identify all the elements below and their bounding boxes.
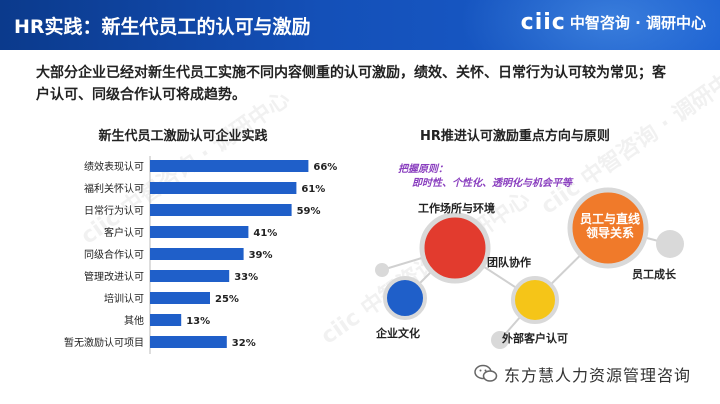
grey-dot-right	[656, 230, 684, 258]
category-label: 福利关怀认可	[84, 182, 144, 195]
value-label: 39%	[249, 250, 273, 261]
intro-text: 大部分企业已经对新生代员工实施不同内容侧重的认可激励，绩效、关怀、日常行为认可较…	[36, 65, 666, 103]
growth-label: 员工成长	[632, 268, 676, 281]
footer-text: 东方慧人力资源管理咨询	[504, 366, 692, 385]
external-label: 外部客户认可	[502, 332, 568, 345]
team-label: 团队协作	[487, 256, 531, 269]
value-label: 33%	[234, 272, 258, 283]
category-label: 培训认可	[104, 292, 144, 305]
bar	[150, 336, 227, 348]
category-label: 其他	[124, 314, 144, 327]
chart-title: 新生代员工激励认可企业实践	[98, 129, 268, 144]
grey-dot-small-left	[375, 263, 389, 277]
header-glow	[460, 0, 720, 50]
value-label: 32%	[232, 338, 256, 349]
bar	[150, 160, 309, 172]
page-title: HR实践：新生代员工的认可与激励	[14, 16, 311, 38]
bar	[150, 270, 230, 282]
principle-text: 即时性、个性化、透明化与机会平等	[412, 178, 572, 189]
external-bubble	[511, 276, 559, 324]
category-label: 暂无激励认可项目	[64, 336, 144, 349]
category-label: 绩效表现认可	[84, 160, 144, 173]
leader-bubble	[567, 187, 649, 269]
ciic-logo: ciic 中智咨询 · 调研中心	[521, 10, 706, 35]
bar	[150, 314, 182, 326]
category-label: 管理改进认可	[84, 270, 144, 283]
bar	[150, 182, 297, 194]
category-label: 同级合作认可	[84, 248, 144, 261]
wechat-icon	[474, 364, 498, 382]
grey-dot-bottom	[491, 331, 509, 349]
leader-label: 员工与直线领导关系	[579, 212, 640, 240]
culture-bubble	[383, 276, 427, 320]
value-label: 66%	[313, 162, 337, 173]
category-label: 日常行为认可	[84, 204, 144, 217]
value-label: 59%	[297, 206, 321, 217]
principle-label: 把握原则：	[398, 164, 448, 175]
value-label: 25%	[215, 294, 239, 305]
culture-label: 企业文化	[376, 327, 420, 340]
category-label: 客户认可	[104, 226, 144, 239]
bar	[150, 226, 249, 238]
value-label: 13%	[186, 316, 210, 327]
principle-title: HR推进认可激励重点方向与原则	[420, 129, 610, 144]
bar	[150, 292, 210, 304]
work-environment-label: 工作场所与环境	[418, 202, 495, 215]
header-bar: HR实践：新生代员工的认可与激励 ciic 中智咨询 · 调研中心	[0, 0, 720, 50]
logo-mark: ciic	[520, 10, 566, 35]
logo-name: 中智咨询 · 调研中心	[569, 14, 706, 32]
bar	[150, 248, 244, 260]
value-label: 61%	[301, 184, 325, 195]
bar	[150, 204, 292, 216]
footer-brand: 东方慧人力资源管理咨询	[474, 362, 691, 386]
value-label: 41%	[253, 228, 277, 239]
work-environment-bubble	[419, 212, 491, 284]
